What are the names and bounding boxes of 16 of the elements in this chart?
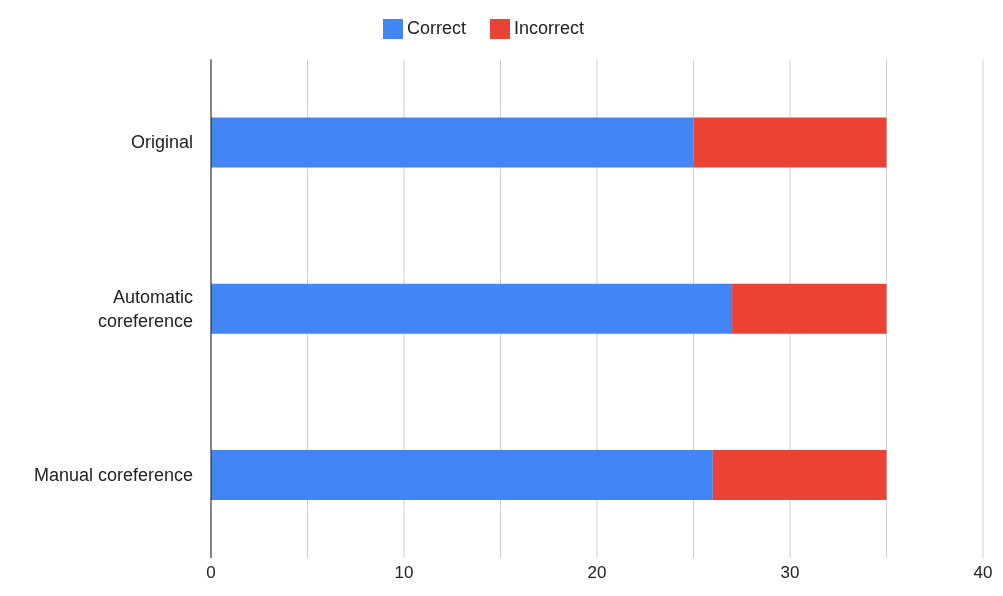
bar xyxy=(211,117,694,168)
bar xyxy=(211,283,733,334)
legend-label: Correct xyxy=(406,18,466,38)
x-tick-label: 0 xyxy=(206,563,216,583)
y-tick-label: Manual coreference xyxy=(33,464,193,485)
x-tick-label: 20 xyxy=(587,563,607,583)
bar xyxy=(693,117,887,168)
y-tick-label: Original xyxy=(130,132,193,153)
x-tick-label: 10 xyxy=(394,563,414,583)
bar xyxy=(211,449,713,500)
x-tick-label: 30 xyxy=(780,563,800,583)
bar xyxy=(712,449,887,500)
y-tick-label: Automatic coreference xyxy=(97,286,193,331)
x-tick-label: 40 xyxy=(973,563,993,583)
bar xyxy=(732,283,887,334)
legend-label: Incorrect xyxy=(513,18,585,38)
